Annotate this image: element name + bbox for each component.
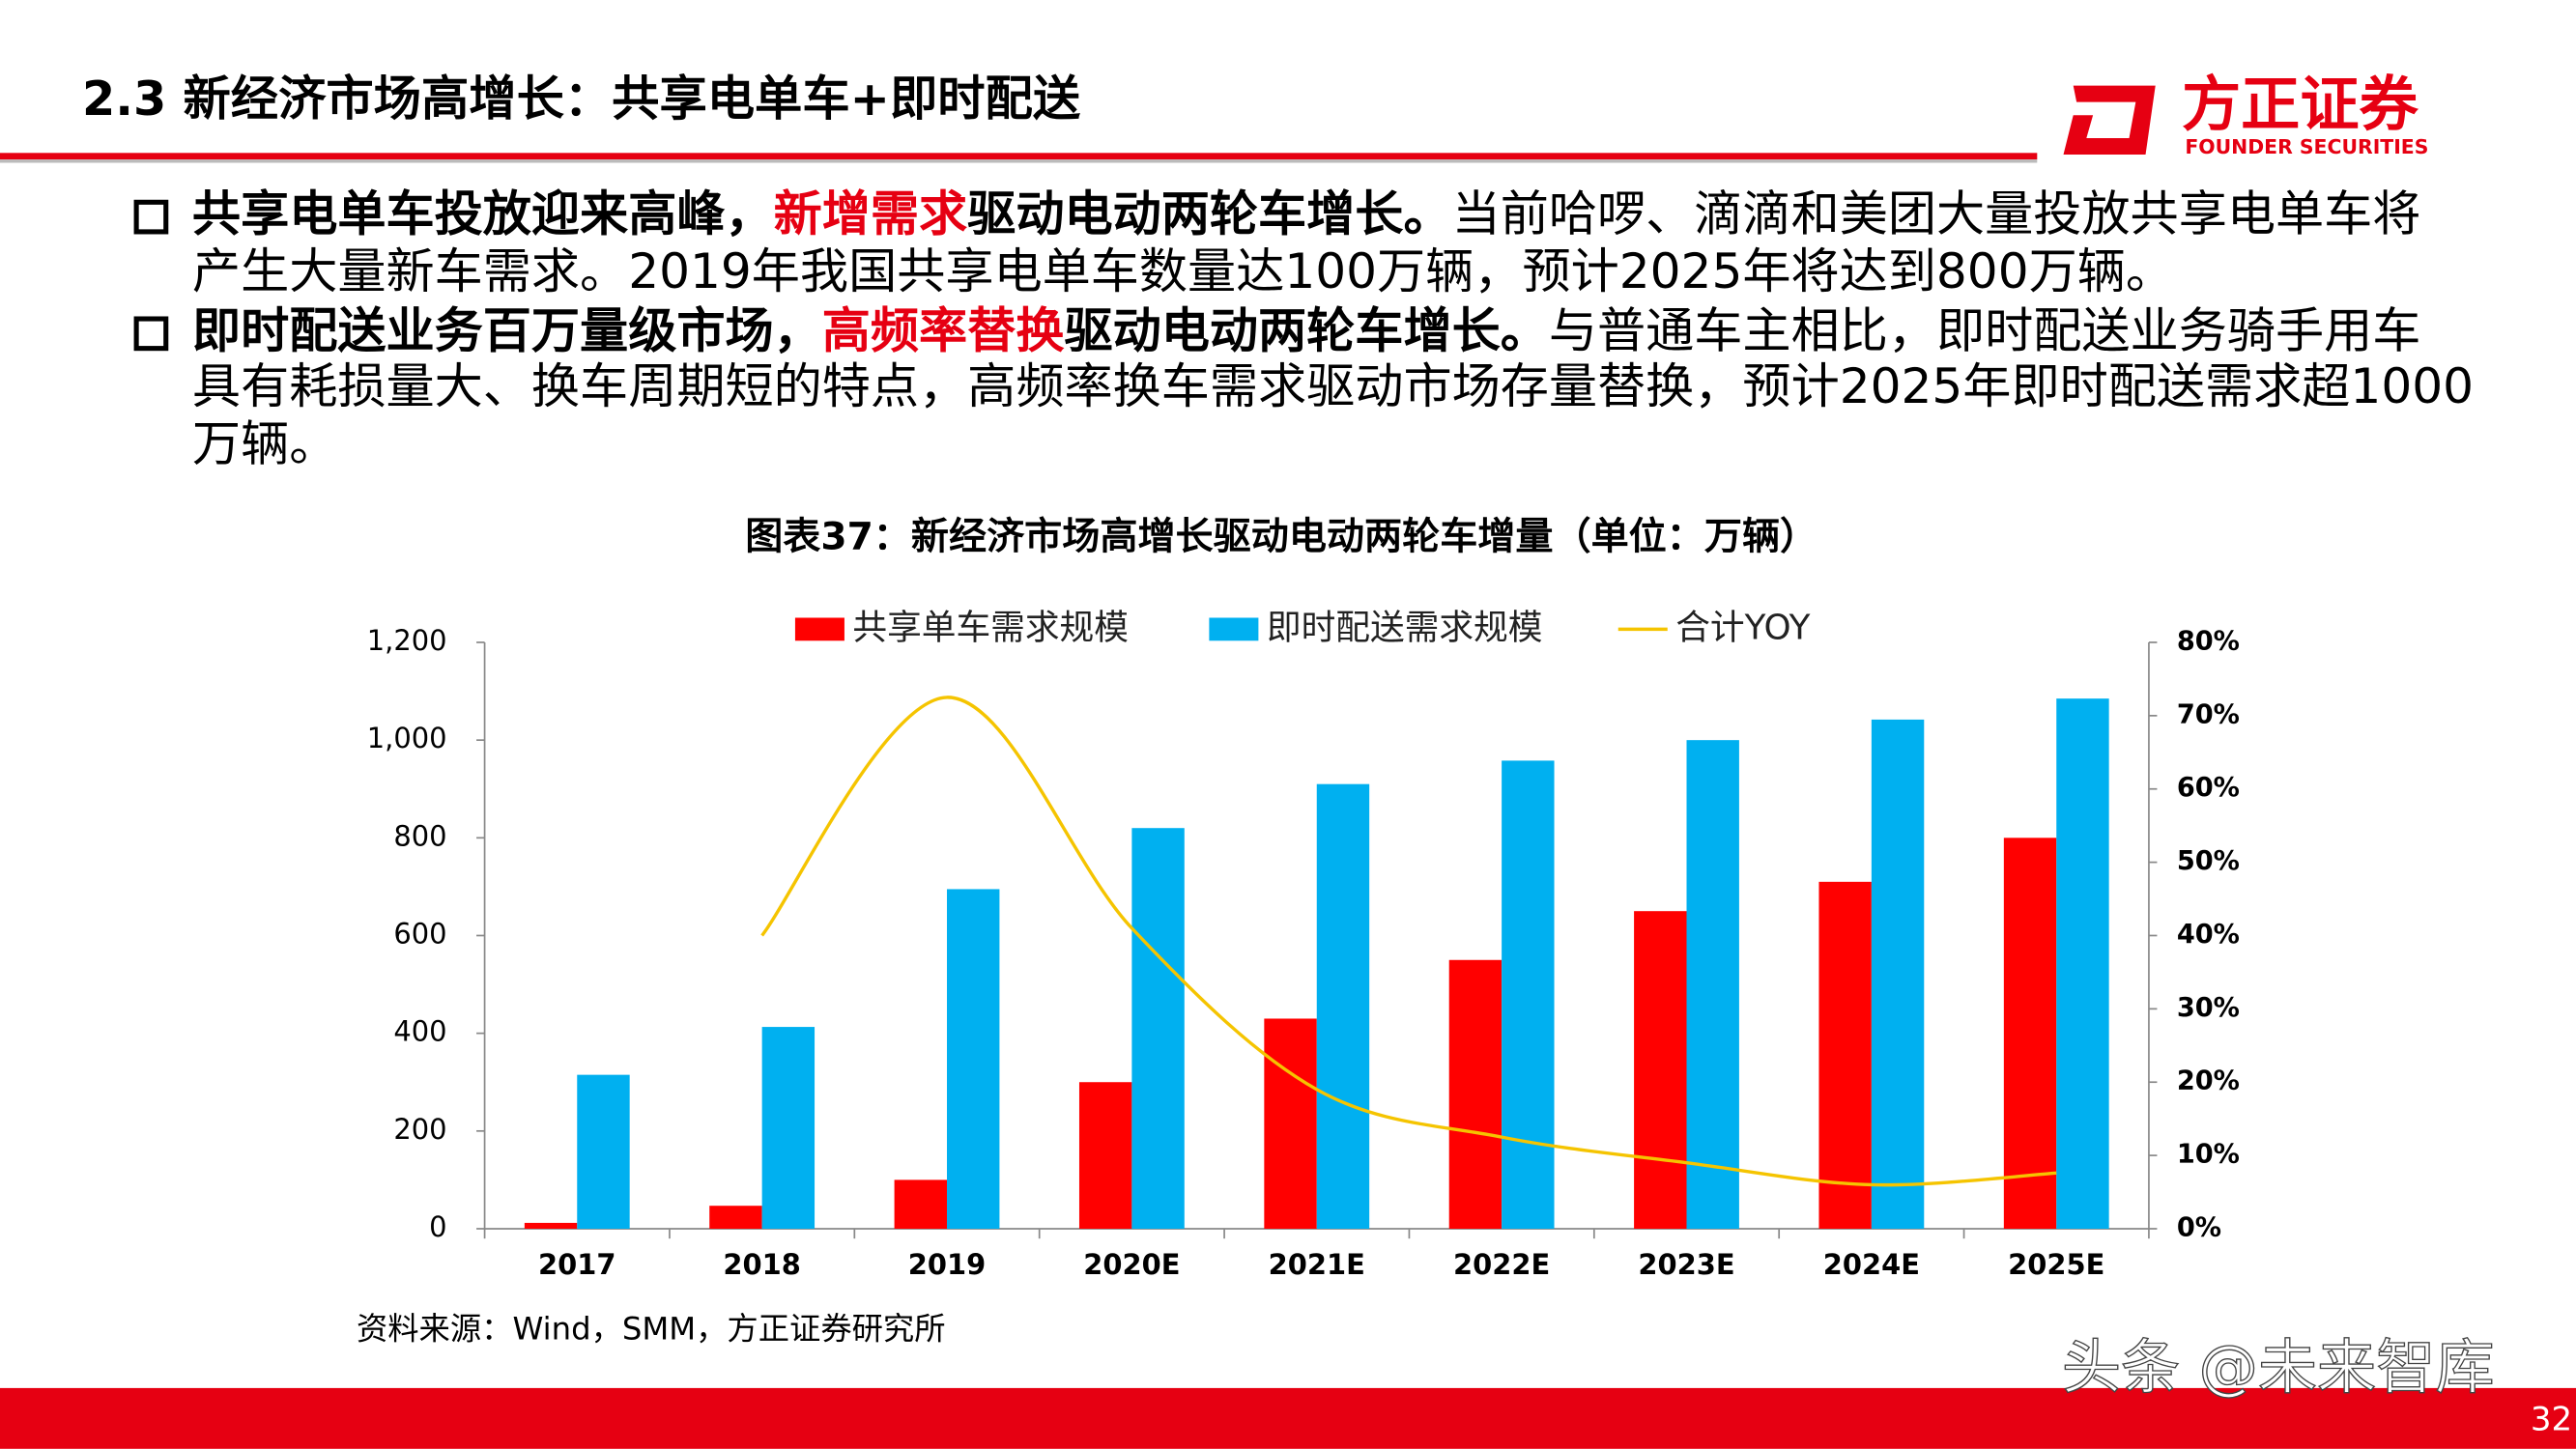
logo-mark [2063, 85, 2156, 156]
x-tick-label: 2020E [1083, 1248, 1180, 1281]
logo-en: FOUNDER SECURITIES [2185, 135, 2428, 158]
bar [2003, 838, 2057, 1229]
bar [709, 1206, 762, 1229]
y-tick-label: 0 [429, 1210, 446, 1243]
chart-title: 图表37：新经济市场高增长驱动电动两轮车增量（单位：万辆） [745, 515, 1818, 558]
bullet-text: 当前哈啰、滴滴和美团大量投放共享电单车将 [1452, 185, 2421, 242]
y2-tick-label: 40% [2177, 920, 2240, 950]
y2-tick-label: 50% [2177, 846, 2240, 876]
x-tick-label: 2017 [538, 1248, 615, 1281]
bar [577, 1074, 630, 1229]
bar [1448, 959, 1503, 1229]
x-tick-label: 2018 [723, 1248, 800, 1281]
y-tick-label: 600 [393, 917, 446, 950]
y2-tick-label: 0% [2177, 1212, 2221, 1242]
bar [1871, 719, 1925, 1229]
legend-swatch [794, 617, 844, 641]
x-tick-label: 2025E [2008, 1248, 2104, 1281]
footer-bar [0, 1387, 2576, 1449]
y-tick-label: 800 [393, 819, 446, 852]
bar [1131, 828, 1185, 1229]
bullet-line: 具有耗损量大、换车周期短的特点，高频率换车需求驱动市场存量替换，预计2025年即… [192, 357, 2474, 414]
bullet-line: 共享电单车投放迎来高峰，新增需求驱动电动两轮车增长。当前哈啰、滴滴和美团大量投放… [192, 185, 2420, 242]
bullet-text: 即时配送业务百万量级市场， [192, 301, 822, 358]
x-tick-label: 2021E [1269, 1248, 1365, 1281]
bar [761, 1027, 816, 1229]
logo-cn: 方正证券 [2182, 71, 2419, 139]
bullet-text: 高频率替换 [822, 301, 1066, 358]
bar [894, 1179, 948, 1229]
bullet-box [133, 316, 169, 352]
bar [2056, 698, 2109, 1229]
page-number: 32 [2531, 1400, 2572, 1438]
bar [524, 1222, 578, 1229]
logo: 方正证券 FOUNDER SECURITIES [2063, 71, 2428, 158]
y2-tick-label: 70% [2177, 699, 2240, 729]
y2-tick-label: 10% [2177, 1140, 2240, 1170]
y2-tick-label: 60% [2177, 773, 2240, 803]
line-series [760, 696, 2057, 1187]
bullet-text: 共享电单车投放迎来高峰， [192, 185, 774, 242]
bar [1634, 911, 1687, 1229]
bullet-text: 万辆。 [192, 414, 337, 471]
bullet-line: 产生大量新车需求。2019年我国共享电单车数量达100万辆，预计2025年将达到… [192, 242, 2174, 299]
bar [1502, 760, 1555, 1229]
y2-tick-label: 30% [2177, 993, 2240, 1023]
bar [1686, 740, 1739, 1229]
y-tick-label: 1,200 [367, 624, 447, 657]
y-tick-label: 1,000 [367, 722, 447, 754]
bullet-text: 具有耗损量大、换车周期短的特点，高频率换车需求驱动市场存量替换，预计2025年即… [192, 357, 2474, 414]
source: 资料来源：Wind，SMM，方正证券研究所 [357, 1310, 946, 1347]
bar [947, 889, 1000, 1229]
y-tick-label: 200 [393, 1113, 446, 1146]
bar [1264, 1018, 1317, 1229]
legend-label: 共享单车需求规模 [852, 608, 1129, 647]
bullet-text: 驱动电动两轮车增长。 [1064, 301, 1548, 358]
bullet-line: 即时配送业务百万量级市场，高频率替换驱动电动两轮车增长。与普通车主相比，即时配送… [192, 301, 2420, 358]
bullet-box [133, 199, 169, 235]
bullet-text: 与普通车主相比，即时配送业务骑手用车 [1549, 301, 2421, 358]
bullet-text: 新增需求 [774, 185, 968, 242]
x-tick-label: 2024E [1823, 1248, 1920, 1281]
bar [1316, 783, 1370, 1229]
bullet-text: 驱动电动两轮车增长。 [967, 185, 1451, 242]
bar [1078, 1082, 1132, 1229]
watermark: 头条 @未来智库 [2062, 1333, 2495, 1402]
legend-swatch [1209, 617, 1259, 641]
bar [1818, 881, 1872, 1229]
slide-title: 2.3 新经济市场高增长：共享电单车+即时配送 [82, 71, 1081, 127]
y2-tick-label: 80% [2177, 626, 2240, 656]
x-tick-label: 2023E [1638, 1248, 1734, 1281]
header-rule-shadow [0, 159, 2038, 163]
x-tick-label: 2019 [908, 1248, 986, 1281]
x-tick-label: 2022E [1453, 1248, 1550, 1281]
header-rule [0, 153, 2038, 160]
bullet-text: 产生大量新车需求。2019年我国共享电单车数量达100万辆，预计2025年将达到… [192, 242, 2174, 299]
y-tick-label: 400 [393, 1015, 446, 1048]
legend-label: 即时配送需求规模 [1267, 608, 1543, 647]
legend-label: 合计YOY [1675, 608, 1810, 647]
y2-tick-label: 20% [2177, 1066, 2240, 1096]
bullet-line: 万辆。 [192, 414, 337, 471]
